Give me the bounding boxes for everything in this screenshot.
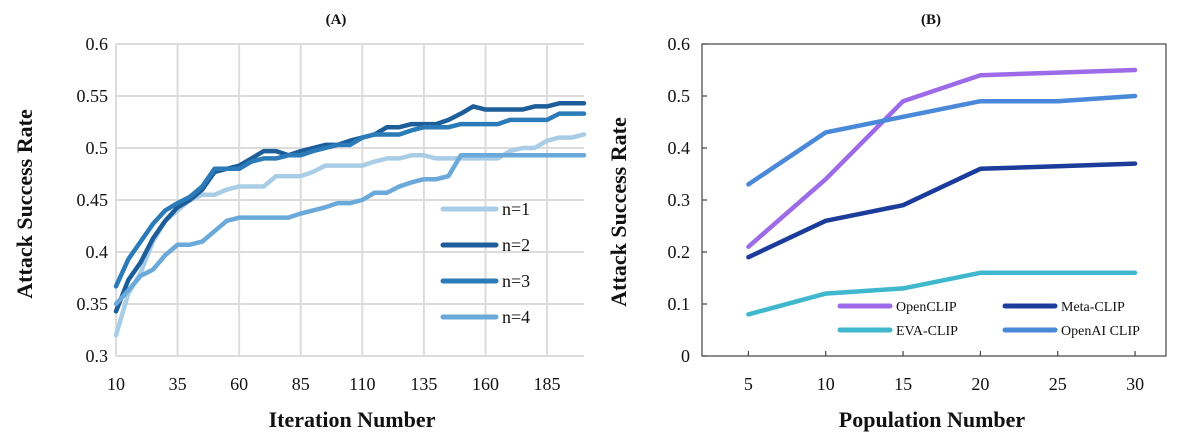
panel-b-legend: OpenCLIP Meta-CLIP EVA-CLIP OpenAI CLIP [837, 300, 1140, 339]
panel-a-y-tick-label: 0.4 [86, 242, 109, 262]
panel-b-line-EVA-CLIP [746, 270, 1138, 317]
panel-b-y-tick-label: 0.2 [668, 242, 691, 262]
panel-a-legend-label: n=3 [502, 271, 530, 291]
panel-a-y-tick-label: 0.3 [86, 346, 109, 366]
panel-a-legend: n=1 n=2 n=3 n=4 [440, 199, 530, 327]
panel-a-y-tick-label: 0.6 [86, 34, 109, 54]
panel-b-y-axis-label: Attack Success Rate [606, 117, 631, 307]
panel-a-grid [115, 43, 584, 357]
panel-a-legend-label: n=1 [502, 199, 530, 219]
panel-b-y-tick-label: 0.6 [668, 34, 691, 54]
panel-a-line-n=2 [113, 101, 587, 314]
panel-a-title: (A) [326, 12, 347, 28]
panel-a-x-tick-label: 35 [169, 374, 187, 394]
panel-a-x-tick-label: 185 [534, 374, 561, 394]
panel-a-x-axis-label: Iteration Number [269, 407, 436, 432]
panel-a-x-tick-label: 135 [410, 374, 437, 394]
panel-b-legend-label: OpenAI CLIP [1061, 324, 1140, 339]
panel-b-y-tick-label: 0.5 [668, 86, 691, 106]
panel-b-x-tick-label: 20 [971, 374, 989, 394]
panel-a-y-tick-label: 0.55 [77, 86, 109, 106]
panel-b-chart: (B) 5 10 15 20 25 30 0 0.1 0.2 0.3 0.4 0.5 0.6 Open… [606, 12, 1167, 432]
panel-b-x-ticks: 5 10 15 20 25 30 [744, 351, 1144, 394]
panel-a-chart: (A) 10 35 60 85 110 135 160 185 0.30.350.40.450… [12, 12, 587, 432]
panel-a-x-tick-label: 110 [349, 374, 375, 394]
panel-b-x-tick-label: 10 [817, 374, 835, 394]
panel-a-x-tick-label: 10 [107, 374, 125, 394]
panel-a-x-tick-label: 85 [292, 374, 310, 394]
panel-a-line-n=3 [113, 111, 587, 289]
panel-a-y-tick-label: 0.5 [86, 138, 109, 158]
panel-b-legend-label: Meta-CLIP [1061, 300, 1125, 315]
panel-b-line-OpenCLIP [746, 67, 1138, 250]
panel-b-x-tick-label: 5 [744, 374, 753, 394]
panel-b-y-tick-label: 0.3 [668, 190, 691, 210]
panel-b-legend-label: OpenCLIP [896, 300, 957, 315]
panel-b-x-tick-label: 30 [1126, 374, 1144, 394]
panel-a-y-ticks: 0.3 0.35 0.4 0.45 0.5 0.55 0.6 [77, 34, 109, 366]
panel-b-title: (B) [921, 12, 941, 28]
panel-b-x-tick-label: 15 [894, 374, 912, 394]
panel-b-y-tick-label: 0.4 [668, 138, 691, 158]
panel-a-y-axis-label: Attack Success Rate [12, 109, 37, 299]
panel-b-line-Meta-CLIP [746, 161, 1138, 260]
panel-a-x-ticks: 10 35 60 85 110 135 160 185 [107, 374, 561, 394]
panel-b-y-ticks: 0 0.1 0.2 0.3 0.4 0.5 0.6 [668, 34, 707, 366]
panel-a-legend-label: n=2 [502, 235, 530, 255]
panel-b-x-tick-label: 25 [1049, 374, 1067, 394]
panel-a-y-tick-label: 0.35 [77, 294, 109, 314]
panel-b-legend-label: EVA-CLIP [896, 324, 958, 339]
panel-a-legend-label: n=4 [502, 307, 530, 327]
panel-b-y-tick-label: 0 [681, 346, 690, 366]
panel-a-line-n=4 [113, 153, 587, 307]
panel-b-x-axis-label: Population Number [839, 407, 1026, 432]
panel-b-y-tick-label: 0.1 [668, 294, 691, 314]
panel-b-series [746, 67, 1138, 317]
panel-a-series [113, 101, 587, 338]
panel-a-y-tick-label: 0.45 [77, 190, 109, 210]
panel-a-x-tick-label: 160 [472, 374, 499, 394]
panel-a-x-tick-label: 60 [230, 374, 248, 394]
panel-b-line-OpenAI-CLIP [746, 93, 1138, 187]
